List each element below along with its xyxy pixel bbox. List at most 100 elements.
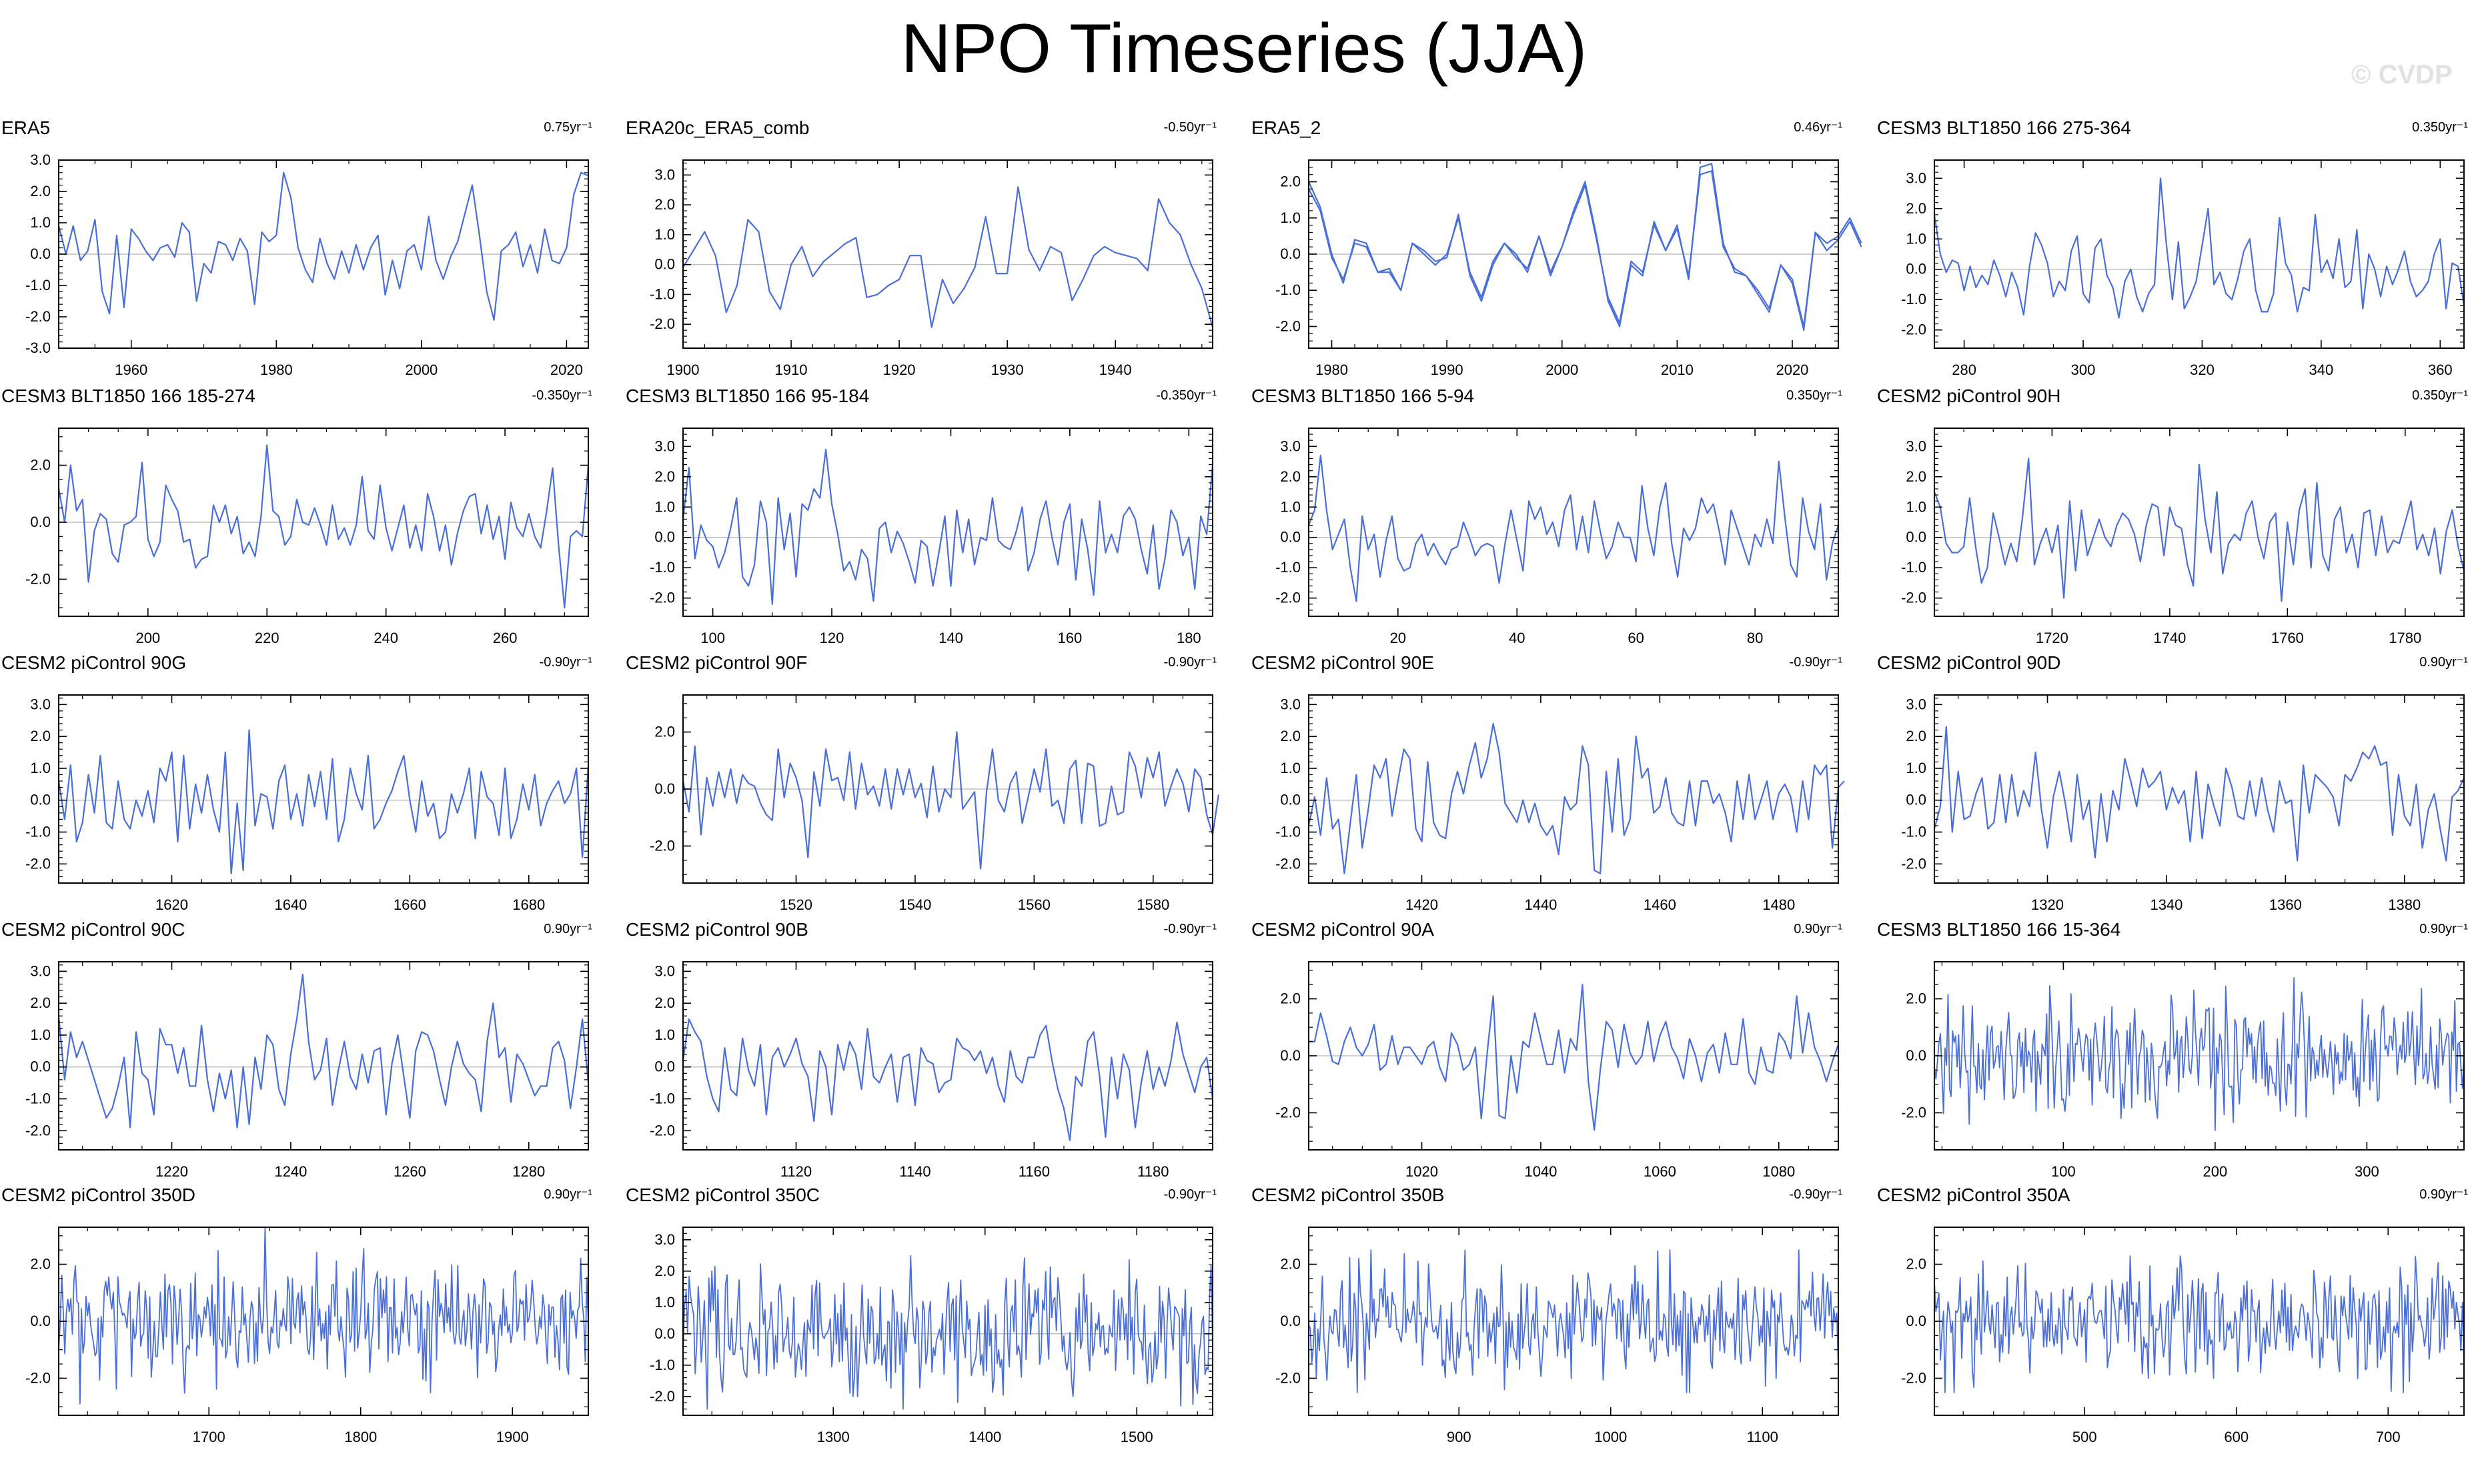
y-tick-label: 2.0 xyxy=(1906,990,1926,1007)
y-tick-label: 2.0 xyxy=(1280,728,1301,744)
y-tick-label: 1.0 xyxy=(30,1026,51,1043)
y-tick-label: 0.0 xyxy=(654,780,675,797)
chart-svg: 1420 1440 1460 1480 -2.0 -1.0 0.0 1.0 2.0 3.0 xyxy=(1275,694,1845,913)
x-tick-label: 1220 xyxy=(155,1163,188,1180)
x-tick-label: 340 xyxy=(2309,361,2334,378)
y-tick-label: -2.0 xyxy=(1275,590,1301,606)
series-line xyxy=(1933,458,2465,602)
x-tick-label: 280 xyxy=(1952,361,1976,378)
x-tick-label: 1040 xyxy=(1524,1163,1557,1180)
x-tick-label: 2010 xyxy=(1661,361,1694,378)
y-tick-label: 2.0 xyxy=(1280,468,1301,485)
x-tick-label: 200 xyxy=(2203,1163,2228,1180)
x-tick-label: 1520 xyxy=(780,896,812,913)
y-tick-label: 0.0 xyxy=(1906,1313,1926,1329)
series-line xyxy=(682,186,1214,328)
x-tick-label: 1920 xyxy=(883,361,916,378)
y-tick-label: 0.0 xyxy=(1906,529,1926,546)
x-tick-label: 1500 xyxy=(1121,1429,1153,1445)
y-tick-label: -2.0 xyxy=(1275,1369,1301,1386)
series-line xyxy=(57,729,590,874)
chart-panel: CESM2 piControl 350B -0.90yr⁻¹ 900 1000 1100… xyxy=(1250,1185,1850,1466)
y-tick-label: -2.0 xyxy=(25,1369,51,1386)
chart-svg: 1520 1540 1560 1580 -2.0 0.0 2.0 xyxy=(650,694,1219,913)
y-tick-label: -1.0 xyxy=(25,277,51,293)
x-tick-label: 700 xyxy=(2376,1429,2401,1445)
chart-svg: 1300 1400 1500 -2.0 -1.0 0.0 1.0 2.0 3.0 xyxy=(650,1227,1213,1445)
x-tick-label: 1980 xyxy=(1315,361,1348,378)
x-tick-label: 1910 xyxy=(775,361,808,378)
y-tick-label: 0.0 xyxy=(1280,1313,1301,1329)
series-line xyxy=(1307,454,1840,602)
series-line xyxy=(682,1018,1214,1141)
trend-label: 0.90yr⁻¹ xyxy=(1794,922,1842,936)
chart-svg: 900 1000 1100 -2.0 0.0 2.0 xyxy=(1275,1227,1839,1445)
trend-label: 0.90yr⁻¹ xyxy=(2419,655,2468,670)
x-tick-label: 1400 xyxy=(969,1429,1001,1445)
x-tick-label: 600 xyxy=(2224,1429,2249,1445)
y-tick-label: -2.0 xyxy=(25,1122,51,1139)
y-tick-label: 3.0 xyxy=(30,696,51,712)
panel-title: CESM3 BLT1850 166 15-364 xyxy=(1877,919,2121,940)
panel-title: CESM2 piControl 90F xyxy=(626,652,808,673)
y-tick-label: -2.0 xyxy=(1901,590,1926,606)
x-tick-label: 1780 xyxy=(2389,630,2421,646)
chart-panel: ERA5_2 0.46yr⁻¹ 1980 1990 2000 2010 2020 -2.0 -1… xyxy=(1250,117,1862,399)
trend-label: -0.90yr⁻¹ xyxy=(1163,655,1217,670)
plot-frame xyxy=(1308,428,1839,617)
trend-label: 0.350yr⁻¹ xyxy=(2412,388,2468,403)
y-tick-label: 0.0 xyxy=(654,529,675,546)
y-tick-label: -2.0 xyxy=(1275,317,1301,334)
y-tick-label: -1.0 xyxy=(650,559,675,576)
chart-svg: 500 600 700 -2.0 0.0 2.0 xyxy=(1901,1227,2465,1445)
y-tick-label: -2.0 xyxy=(25,570,51,587)
plot-frame xyxy=(58,694,589,884)
y-tick-label: 3.0 xyxy=(30,962,51,979)
panel-title: CESM3 BLT1850 166 275-364 xyxy=(1877,117,2131,138)
panel-title: ERA20c_ERA5_comb xyxy=(626,117,810,138)
chart-panel: CESM2 piControl 90D 0.90yr⁻¹ 1320 1340 1360 1… xyxy=(1876,652,2476,934)
y-tick-label: -2.0 xyxy=(1901,1369,1926,1386)
panel-title: CESM2 piControl 90G xyxy=(1,652,187,673)
chart-panel: CESM3 BLT1850 166 275-364 0.350yr⁻¹ 280 300… xyxy=(1876,117,2476,399)
x-tick-label: 1620 xyxy=(155,896,188,913)
y-tick-label: -2.0 xyxy=(1901,321,1926,338)
y-tick-label: -2.0 xyxy=(650,837,675,854)
y-tick-label: 3.0 xyxy=(1906,438,1926,454)
chart-svg: 100 120 140 160 180 -2.0 -1.0 0.0 1.0 2.0 3.0 xyxy=(650,428,1214,646)
trend-label: 0.90yr⁻¹ xyxy=(2419,1187,2468,1202)
y-tick-label: 0.0 xyxy=(654,1325,675,1342)
chart-panel: CESM2 piControl 90H 0.350yr⁻¹ 1720 1740 1760… xyxy=(1876,386,2476,667)
y-tick-label: 0.0 xyxy=(1280,245,1301,262)
x-tick-label: 1580 xyxy=(1137,896,1169,913)
y-tick-label: 1.0 xyxy=(1906,230,1926,247)
y-tick-label: -2.0 xyxy=(1275,1104,1301,1121)
x-tick-label: 1540 xyxy=(898,896,931,913)
y-tick-label: 1.0 xyxy=(1906,760,1926,776)
trend-label: -0.90yr⁻¹ xyxy=(1789,1187,1842,1202)
series-line xyxy=(1934,1255,2465,1393)
x-tick-label: 1100 xyxy=(1747,1429,1778,1445)
series-line xyxy=(1309,984,1840,1131)
trend-label: -0.350yr⁻¹ xyxy=(532,388,592,403)
chart-svg: 1700 1800 1900 -2.0 0.0 2.0 xyxy=(25,1227,589,1445)
chart-panel: ERA20c_ERA5_comb -0.50yr⁻¹ 1900 1910 1920 193… xyxy=(624,117,1225,399)
y-tick-label: 2.0 xyxy=(30,183,51,199)
y-tick-label: 1.0 xyxy=(1906,498,1926,515)
plot-frame xyxy=(58,961,589,1151)
x-tick-label: 160 xyxy=(1058,630,1083,646)
trend-label: 0.350yr⁻¹ xyxy=(1786,388,1842,403)
trend-label: -0.90yr⁻¹ xyxy=(1789,655,1842,670)
y-tick-label: 1.0 xyxy=(654,498,675,515)
x-tick-label: 1900 xyxy=(667,361,700,378)
panel-title: CESM2 piControl 90C xyxy=(1,919,185,940)
x-tick-label: 80 xyxy=(1747,630,1763,646)
plot-frame xyxy=(1934,159,2465,349)
panel-title: CESM2 piControl 350C xyxy=(626,1185,820,1205)
x-tick-label: 1360 xyxy=(2269,896,2302,913)
y-tick-label: 1.0 xyxy=(654,1294,675,1311)
y-tick-label: -1.0 xyxy=(1275,559,1301,576)
y-tick-label: -1.0 xyxy=(25,1090,51,1107)
x-tick-label: 1800 xyxy=(344,1429,377,1445)
series-line xyxy=(57,444,590,609)
